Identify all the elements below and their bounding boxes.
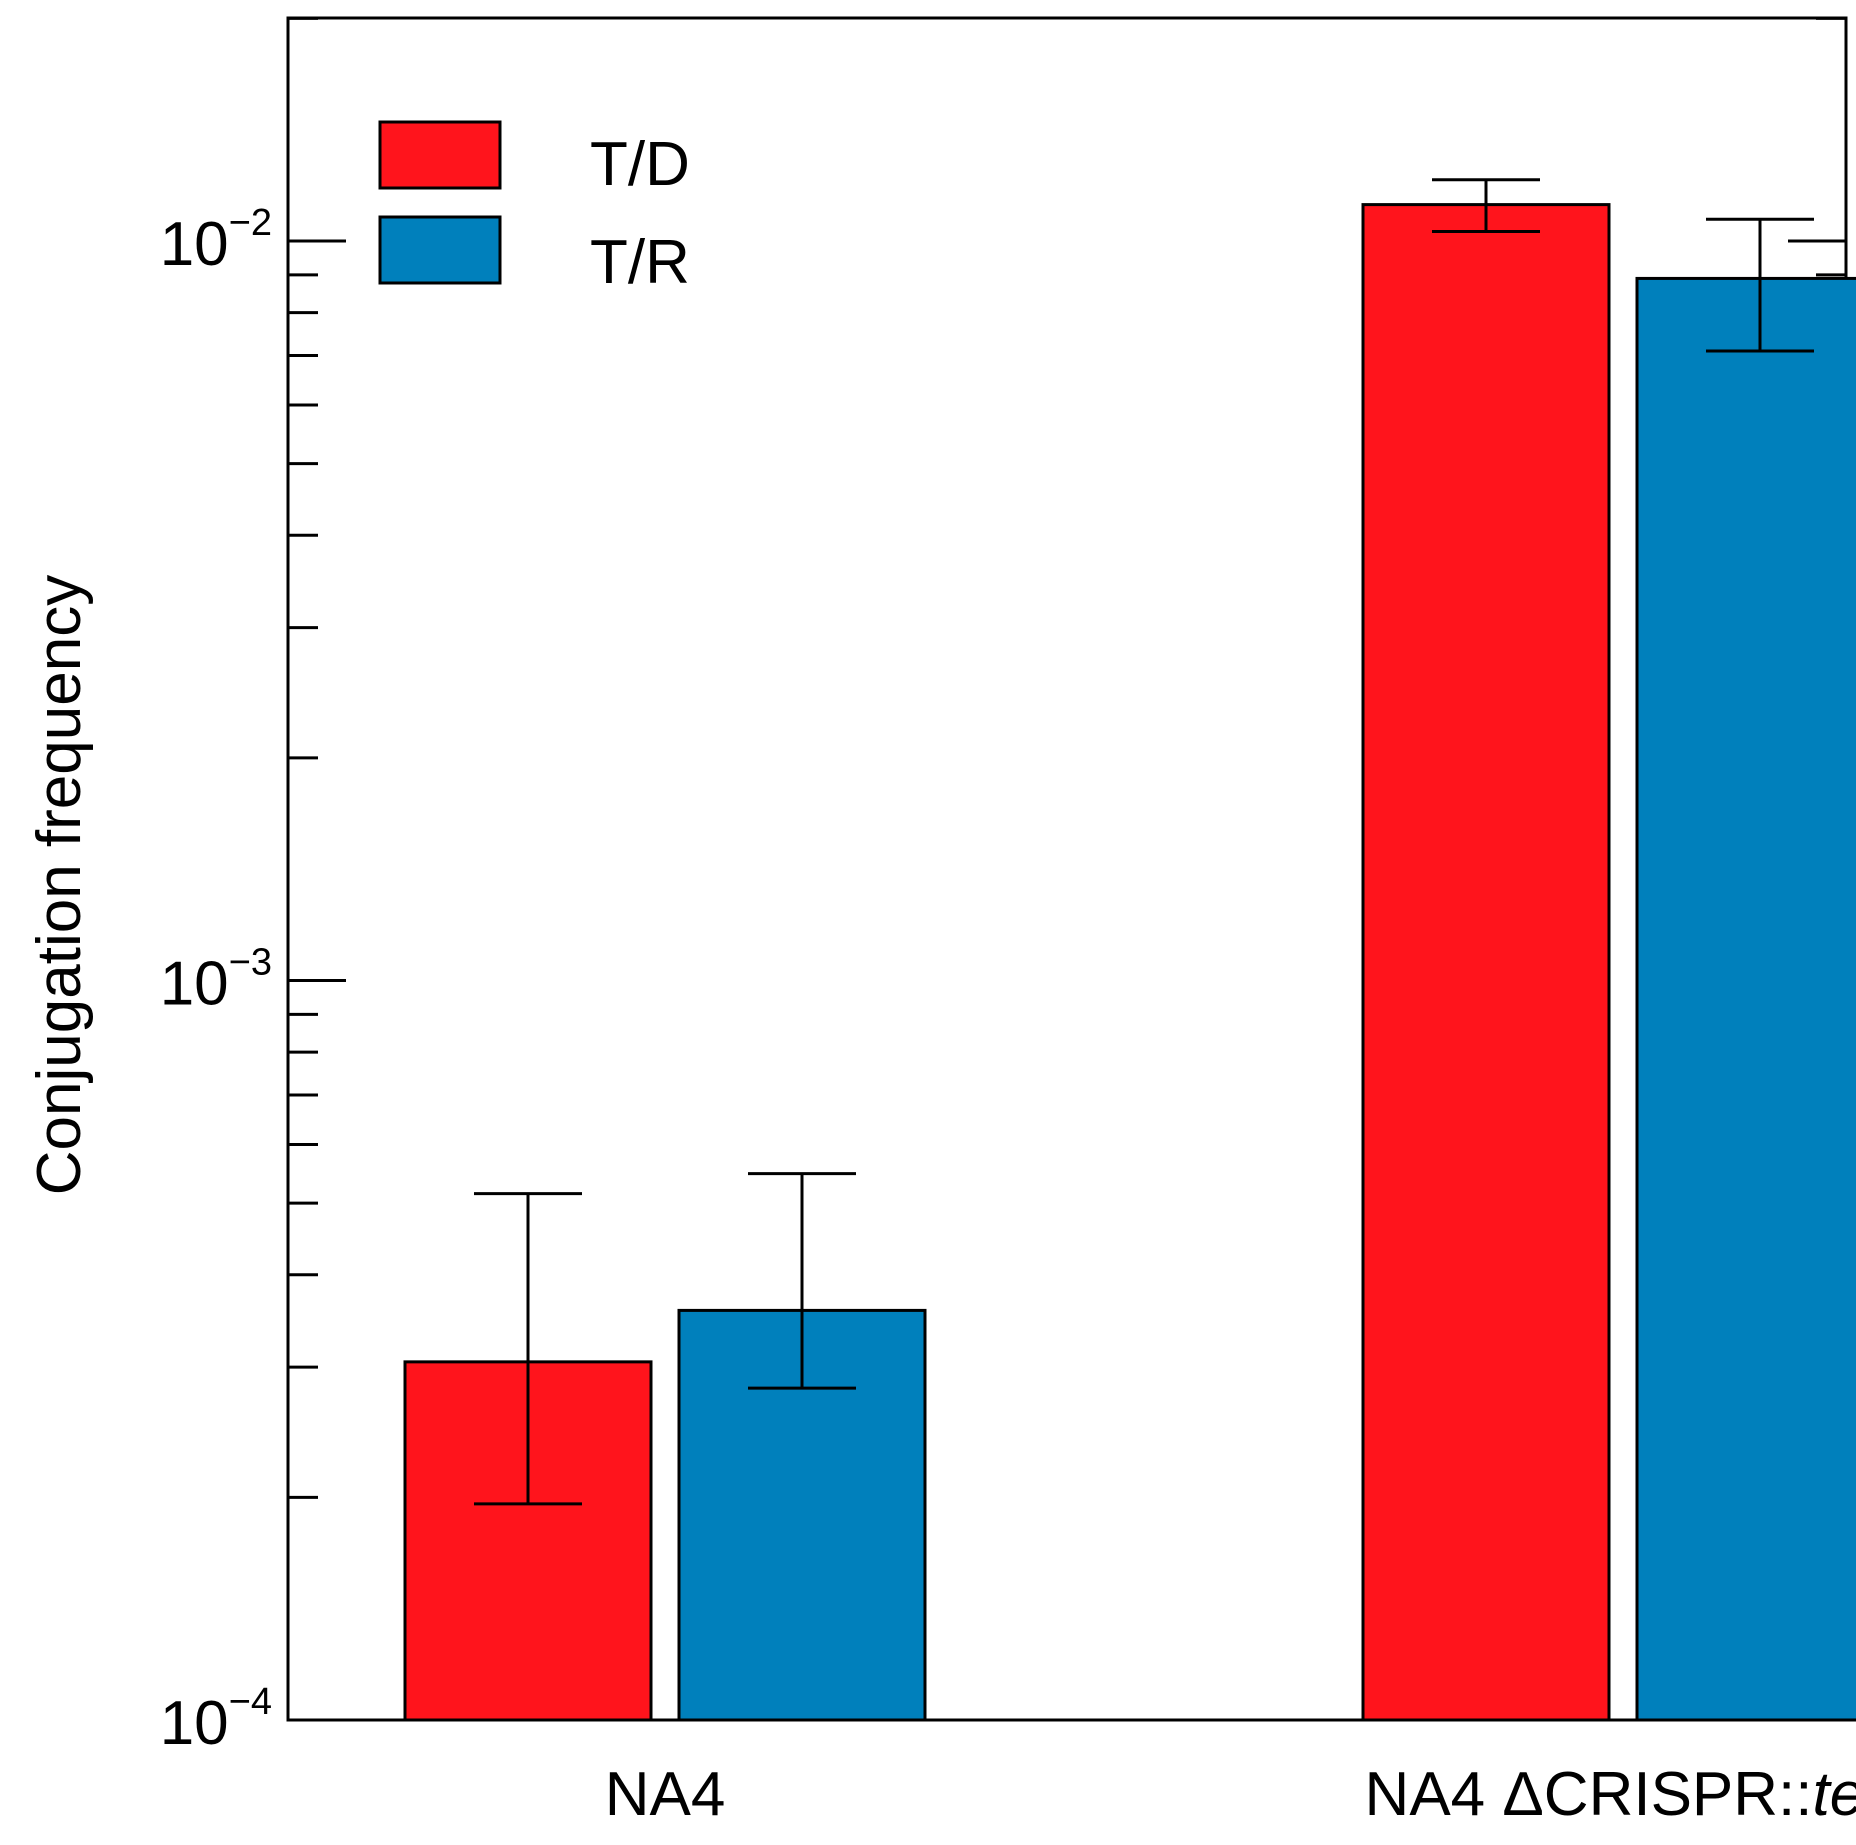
bar-td-1 [1361,203,1611,1722]
x-category-label-na4-dcrispr-tet: NA4 ΔCRISPR::tet [1365,1760,1856,1829]
legend-swatch-tr [378,215,502,285]
legend-label-td: T/D [590,130,690,199]
x-category-label-na4: NA4 [605,1760,726,1829]
y-tick-labels: 10−4 10−3 10−2 [160,202,272,1758]
legend-swatch-td [378,120,502,190]
y-axis-label: Conjugation frequency [25,575,94,1195]
bars [403,203,1856,1722]
legend: T/D T/R [378,120,690,297]
y-tick-label: 10−2 [160,202,272,279]
y-tick-label: 10−4 [160,1681,272,1758]
bar-tr-1 [1635,276,1856,1722]
y-tick-label: 10−3 [160,942,272,1019]
legend-label-tr: T/R [590,228,690,297]
y-minor-ticks [288,16,1846,1499]
error-bars [474,178,1814,1506]
